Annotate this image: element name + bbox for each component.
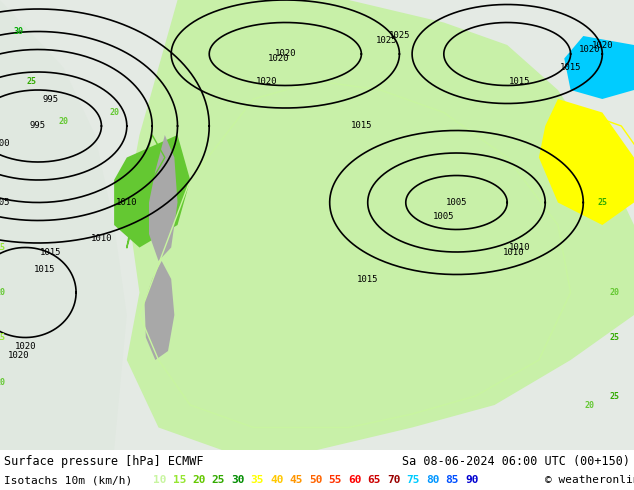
Text: 1020: 1020 <box>275 49 296 58</box>
Text: 45: 45 <box>290 475 303 485</box>
Text: 40: 40 <box>270 475 283 485</box>
Polygon shape <box>564 36 634 99</box>
Text: 80: 80 <box>426 475 439 485</box>
Text: 1010: 1010 <box>509 243 531 252</box>
Text: 70: 70 <box>387 475 401 485</box>
Text: 25: 25 <box>610 392 620 400</box>
Text: 85: 85 <box>446 475 459 485</box>
Text: 25: 25 <box>610 333 620 342</box>
Text: 20: 20 <box>192 475 205 485</box>
Polygon shape <box>0 0 127 450</box>
Text: 995: 995 <box>42 95 59 103</box>
Text: 1015: 1015 <box>351 122 372 130</box>
Text: 15: 15 <box>0 333 5 342</box>
Text: 90: 90 <box>465 475 479 485</box>
Text: 25: 25 <box>27 76 37 85</box>
Text: 30: 30 <box>231 475 245 485</box>
Text: 1015: 1015 <box>34 266 55 274</box>
Text: 1020: 1020 <box>256 76 277 85</box>
Text: 995: 995 <box>30 122 46 130</box>
Polygon shape <box>127 0 634 450</box>
Text: 15: 15 <box>172 475 186 485</box>
Text: 20: 20 <box>610 288 620 297</box>
Polygon shape <box>149 135 178 261</box>
Text: 1020: 1020 <box>579 45 600 54</box>
Text: 65: 65 <box>368 475 381 485</box>
Text: 1000: 1000 <box>0 140 11 148</box>
Text: 1020: 1020 <box>592 41 613 49</box>
Text: Sa 08-06-2024 06:00 UTC (00+150): Sa 08-06-2024 06:00 UTC (00+150) <box>402 455 630 467</box>
Text: 20: 20 <box>109 108 119 117</box>
Text: 1025: 1025 <box>376 36 398 45</box>
Text: 1015: 1015 <box>560 63 581 72</box>
Text: 1005: 1005 <box>446 198 467 207</box>
Text: © weatheronline.co.uk: © weatheronline.co.uk <box>545 475 634 485</box>
Text: 1010: 1010 <box>91 234 112 243</box>
Text: 20: 20 <box>0 378 5 387</box>
Text: 1015: 1015 <box>509 76 531 85</box>
Text: 20: 20 <box>58 117 68 126</box>
Text: 1020: 1020 <box>15 342 36 351</box>
Text: 15: 15 <box>0 243 5 252</box>
Text: 1005: 1005 <box>0 198 11 207</box>
Text: 1020: 1020 <box>268 54 290 63</box>
Polygon shape <box>145 261 174 360</box>
Polygon shape <box>539 99 634 225</box>
Text: 50: 50 <box>309 475 323 485</box>
Text: 60: 60 <box>348 475 361 485</box>
Text: 1010: 1010 <box>116 198 138 207</box>
Text: 1005: 1005 <box>433 212 455 220</box>
Text: 10: 10 <box>153 475 167 485</box>
Polygon shape <box>114 135 190 247</box>
Text: 75: 75 <box>406 475 420 485</box>
Text: 1025: 1025 <box>389 31 410 41</box>
Text: 1015: 1015 <box>40 247 61 256</box>
Text: 20: 20 <box>0 288 5 297</box>
Text: 30: 30 <box>14 27 24 36</box>
Text: 20: 20 <box>585 400 595 410</box>
Text: 1010: 1010 <box>503 247 524 256</box>
Text: 25: 25 <box>212 475 225 485</box>
Text: 35: 35 <box>250 475 264 485</box>
Text: 25: 25 <box>597 198 607 207</box>
Text: Isotachs 10m (km/h): Isotachs 10m (km/h) <box>4 475 133 485</box>
Text: 1020: 1020 <box>8 351 30 360</box>
Text: 55: 55 <box>328 475 342 485</box>
Text: 1015: 1015 <box>357 274 378 284</box>
Text: Surface pressure [hPa] ECMWF: Surface pressure [hPa] ECMWF <box>4 455 204 467</box>
